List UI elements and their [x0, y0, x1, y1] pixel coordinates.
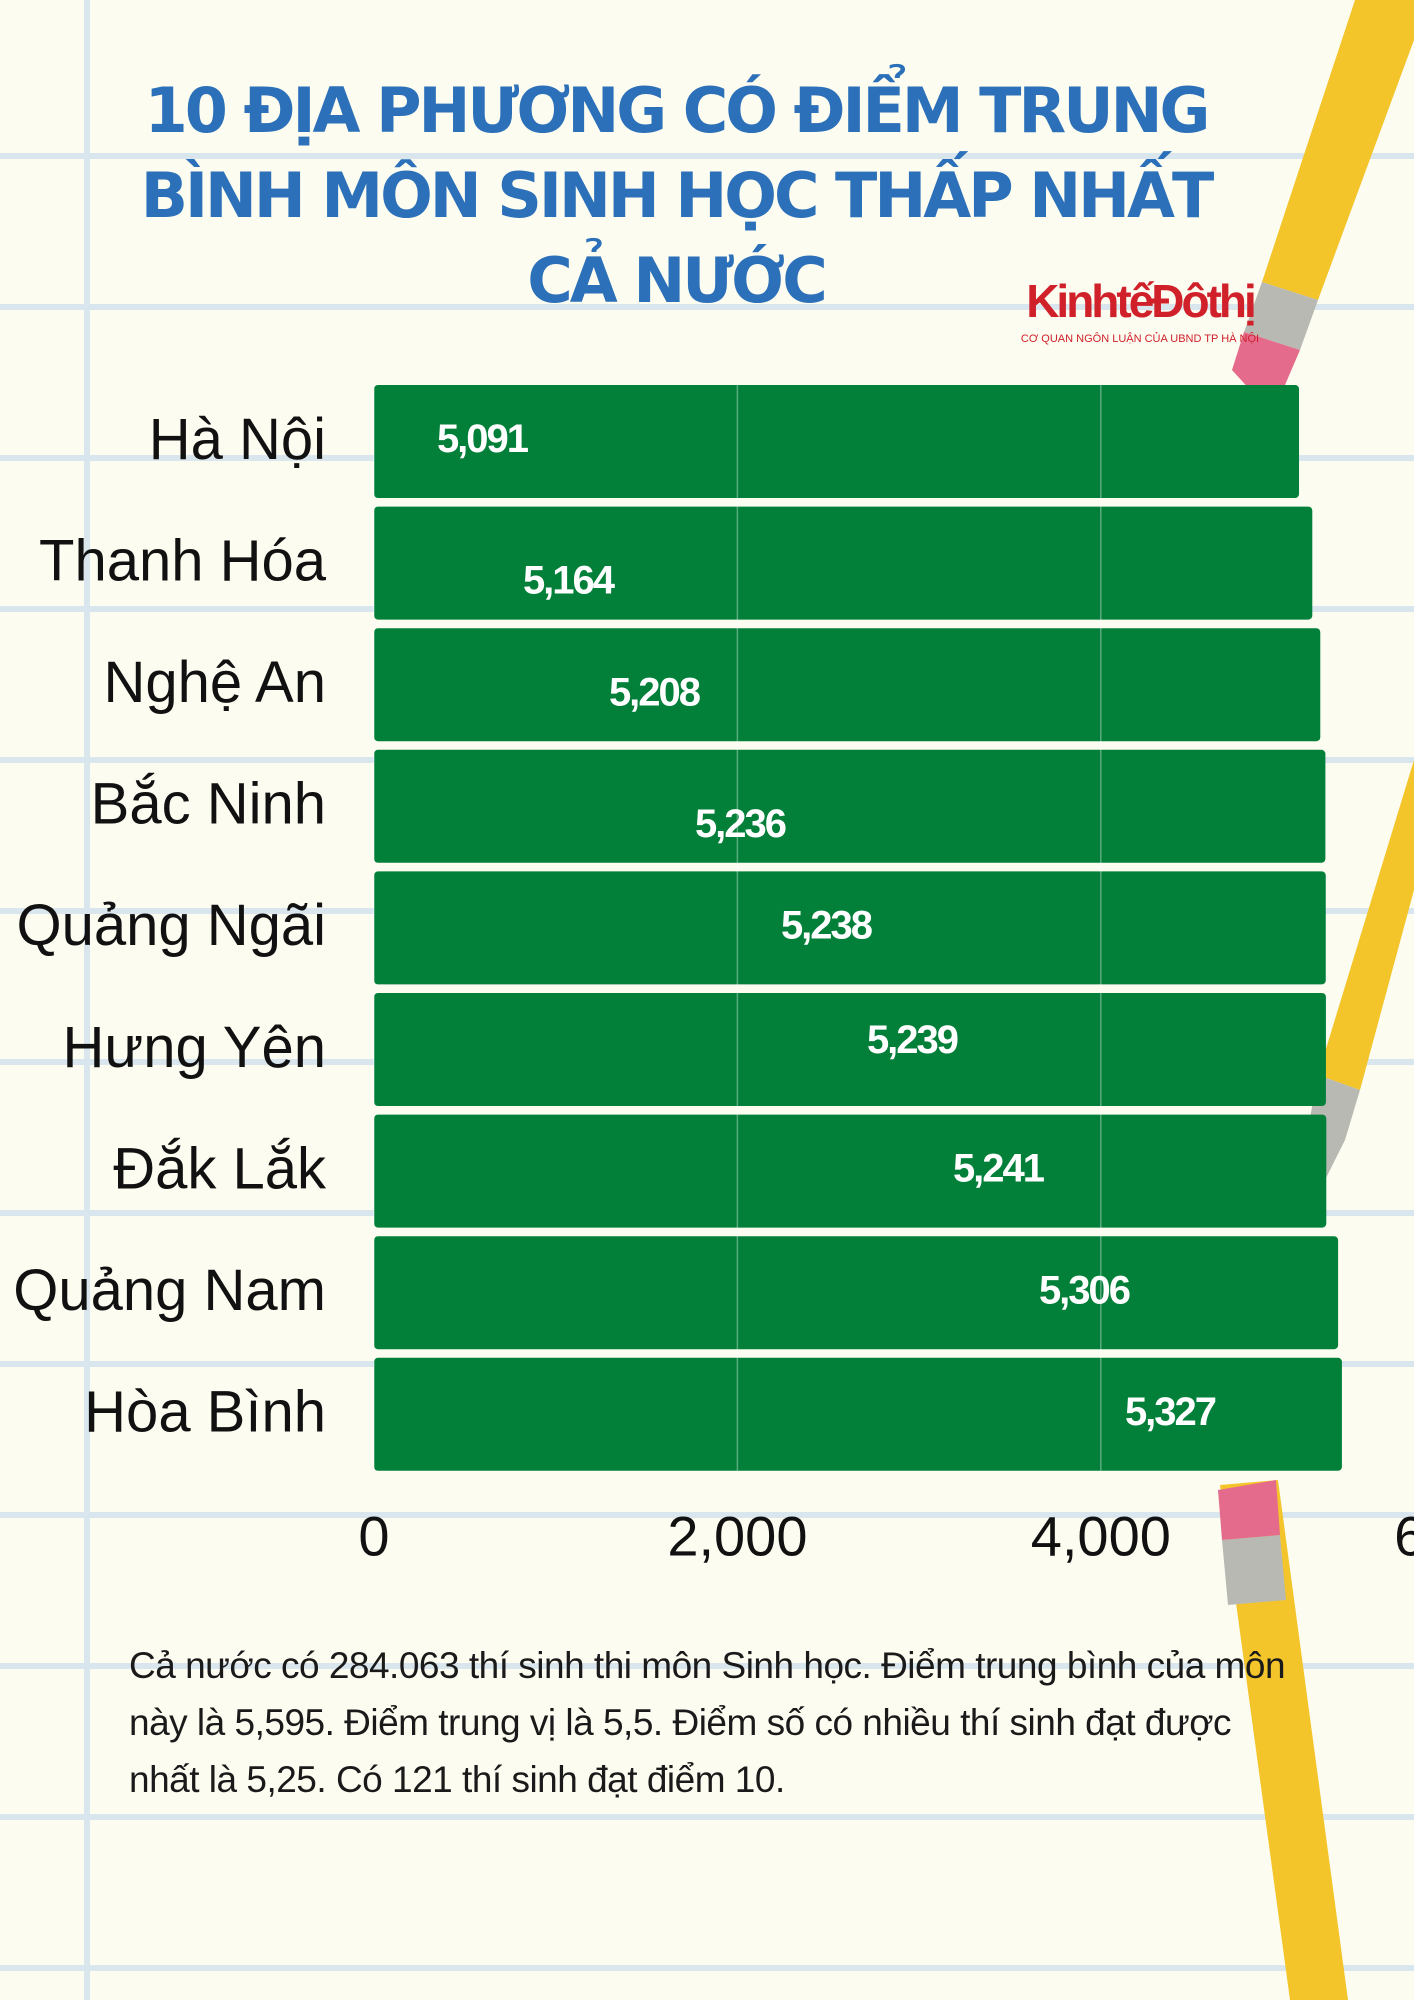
bar	[374, 993, 1326, 1106]
value-label: 5,091	[437, 417, 529, 461]
chart-title: 10 ĐỊA PHƯƠNG CÓ ĐIỂM TRUNG	[145, 63, 1208, 147]
pencils	[1218, 0, 1414, 2000]
y-tick-label: Quảng Nam	[13, 1258, 326, 1323]
bar	[374, 871, 1326, 985]
y-tick-label: Đắk Lắk	[113, 1136, 327, 1201]
logo-subtitle: CƠ QUAN NGÔN LUẬN CỦA UBND TP HÀ NỘI	[1021, 332, 1259, 345]
note: này là 5,595. Điểm trung vị là 5,5. Điểm…	[129, 1702, 1231, 1743]
logo: KinhtếĐôthị	[1026, 275, 1254, 327]
pencil-eraser	[1232, 332, 1300, 392]
chart-title: BÌNH MÔN SINH HỌC THẤP NHẤT	[141, 151, 1214, 232]
value-label: 5,164	[523, 559, 616, 603]
value-label: 5,236	[695, 802, 786, 846]
bar	[374, 385, 1300, 498]
y-tick-label: Hưng Yên	[63, 1015, 327, 1080]
value-label: 5,306	[1039, 1268, 1130, 1312]
bar	[374, 1357, 1342, 1471]
bar	[374, 1114, 1327, 1228]
x-tick-label: 6,000	[1394, 1505, 1414, 1568]
pencil-band	[1222, 1535, 1286, 1605]
value-label: 5,241	[953, 1147, 1045, 1191]
y-tick-label: Hà Nội	[149, 407, 326, 472]
y-tick-label: Bắc Ninh	[91, 772, 326, 837]
note: Cả nước có 284.063 thí sinh thi môn Sinh…	[129, 1645, 1285, 1686]
pencil	[1262, 0, 1414, 300]
pencil-band	[1244, 282, 1318, 350]
note: nhất là 5,25. Có 121 thí sinh đạt điểm 1…	[129, 1759, 785, 1800]
bar	[374, 628, 1321, 742]
chart-title: CẢ NƯỚC	[527, 238, 824, 317]
pencil	[1318, 760, 1414, 1090]
y-tick-label: Quảng Ngãi	[16, 893, 326, 958]
y-tick-label: Thanh Hóa	[39, 528, 327, 593]
value-label: 5,239	[867, 1018, 958, 1062]
y-tick-label: Nghệ An	[103, 650, 326, 715]
value-label: 5,238	[781, 903, 873, 947]
x-tick-label: 2,000	[667, 1505, 807, 1568]
value-label: 5,208	[609, 670, 701, 714]
pencil	[1220, 1480, 1348, 2000]
value-label: 5,327	[1125, 1390, 1216, 1434]
x-tick-label: 0	[358, 1505, 389, 1568]
bar	[374, 506, 1313, 620]
bar	[374, 749, 1326, 863]
pencil-eraser	[1218, 1480, 1280, 1540]
y-tick-label: Hòa Bình	[84, 1380, 326, 1445]
bar	[374, 1236, 1339, 1350]
x-tick-label: 4,000	[1031, 1505, 1171, 1568]
